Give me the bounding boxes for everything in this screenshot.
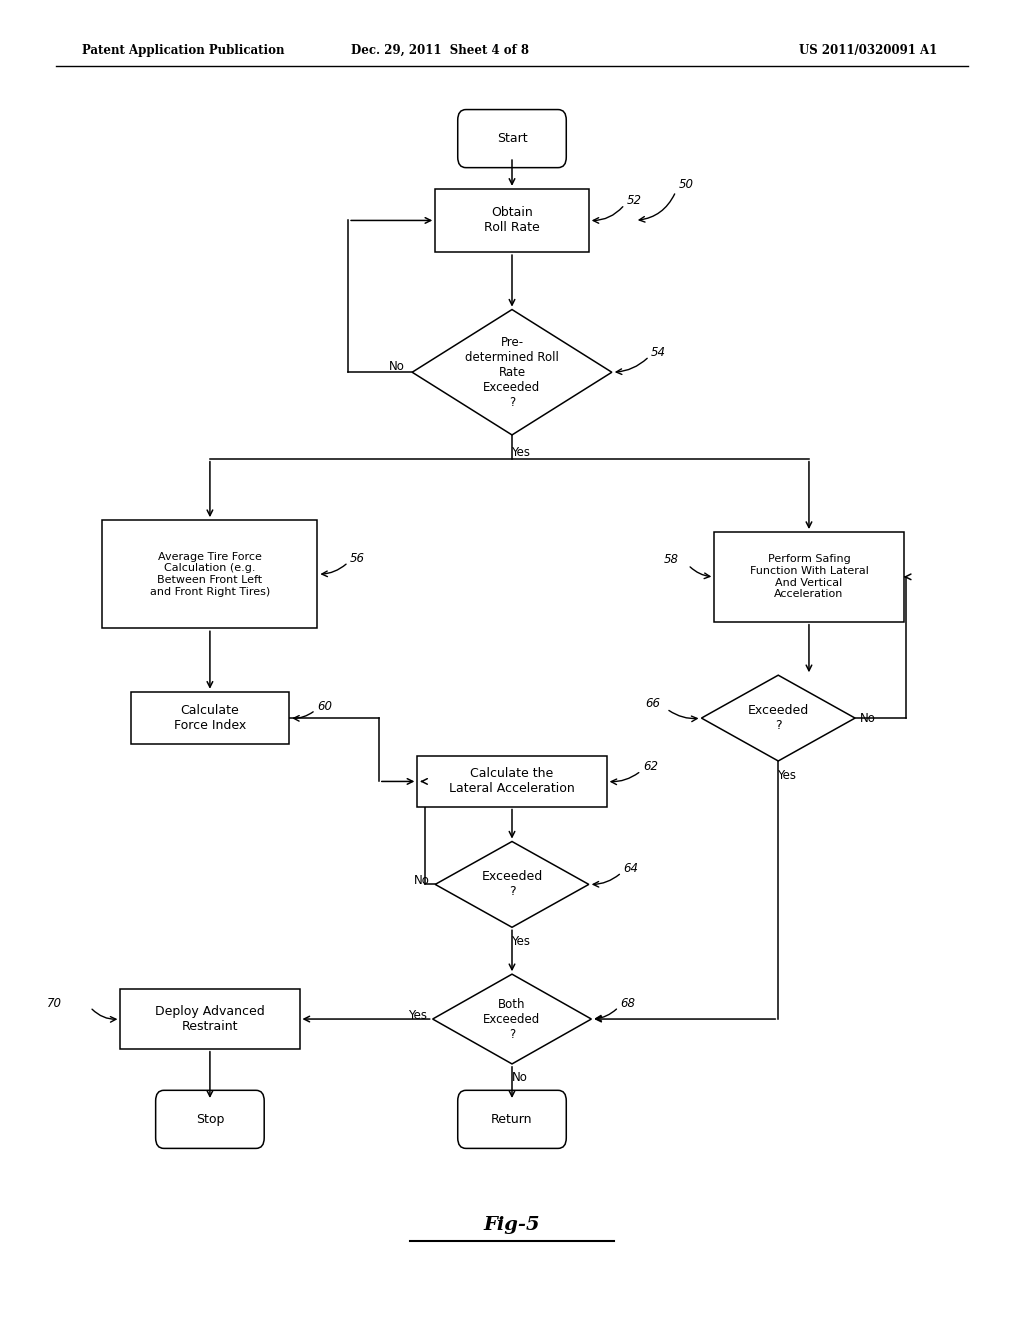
Text: Exceeded
?: Exceeded ?: [481, 870, 543, 899]
Text: 58: 58: [664, 553, 679, 566]
Polygon shape: [701, 675, 855, 760]
Text: 66: 66: [645, 697, 660, 710]
Text: 68: 68: [621, 997, 636, 1010]
Text: No: No: [512, 1071, 528, 1084]
Text: Yes: Yes: [511, 935, 529, 948]
Text: Calculate the
Lateral Acceleration: Calculate the Lateral Acceleration: [450, 767, 574, 796]
FancyBboxPatch shape: [458, 110, 566, 168]
Text: 64: 64: [624, 862, 639, 875]
Text: Dec. 29, 2011  Sheet 4 of 8: Dec. 29, 2011 Sheet 4 of 8: [351, 44, 529, 57]
Bar: [121, 990, 299, 1048]
Text: 70: 70: [46, 997, 61, 1010]
Text: Yes: Yes: [511, 446, 529, 458]
Text: Exceeded
?: Exceeded ?: [748, 704, 809, 733]
Text: Patent Application Publication: Patent Application Publication: [82, 44, 285, 57]
Bar: [435, 189, 589, 252]
Text: Deploy Advanced
Restraint: Deploy Advanced Restraint: [155, 1005, 265, 1034]
Bar: [131, 692, 289, 744]
Text: Stop: Stop: [196, 1113, 224, 1126]
Text: Calculate
Force Index: Calculate Force Index: [174, 704, 246, 733]
Bar: [715, 532, 904, 622]
Text: Yes: Yes: [777, 768, 796, 781]
Text: Both
Exceeded
?: Both Exceeded ?: [483, 998, 541, 1040]
Text: 52: 52: [627, 194, 642, 207]
Text: 56: 56: [350, 552, 366, 565]
Text: Fig-5: Fig-5: [483, 1216, 541, 1234]
Bar: [102, 520, 317, 628]
Text: Yes: Yes: [409, 1008, 428, 1022]
Polygon shape: [432, 974, 592, 1064]
Text: Start: Start: [497, 132, 527, 145]
Text: Return: Return: [492, 1113, 532, 1126]
Polygon shape: [412, 310, 612, 436]
Text: 54: 54: [651, 346, 667, 359]
Text: Pre-
determined Roll
Rate
Exceeded
?: Pre- determined Roll Rate Exceeded ?: [465, 335, 559, 409]
Text: Average Tire Force
Calculation (e.g.
Between Front Left
and Front Right Tires): Average Tire Force Calculation (e.g. Bet…: [150, 552, 270, 597]
Text: US 2011/0320091 A1: US 2011/0320091 A1: [799, 44, 937, 57]
Text: No: No: [860, 711, 877, 725]
FancyBboxPatch shape: [458, 1090, 566, 1148]
Bar: [418, 756, 606, 807]
Text: No: No: [388, 360, 404, 374]
Text: 62: 62: [643, 760, 658, 774]
Text: 60: 60: [317, 700, 333, 713]
Text: No: No: [414, 874, 430, 887]
Text: Obtain
Roll Rate: Obtain Roll Rate: [484, 206, 540, 235]
Text: 50: 50: [679, 178, 694, 191]
FancyBboxPatch shape: [156, 1090, 264, 1148]
Polygon shape: [435, 842, 589, 927]
Text: Perform Safing
Function With Lateral
And Vertical
Acceleration: Perform Safing Function With Lateral And…: [750, 554, 868, 599]
